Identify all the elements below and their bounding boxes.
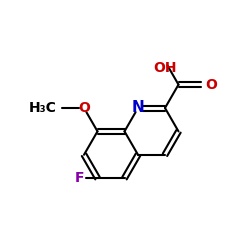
Text: H₃C: H₃C (29, 101, 57, 115)
Text: O: O (78, 101, 90, 115)
Text: N: N (132, 100, 144, 116)
Text: O: O (206, 78, 218, 92)
Text: OH: OH (153, 61, 177, 75)
Text: F: F (74, 171, 84, 185)
